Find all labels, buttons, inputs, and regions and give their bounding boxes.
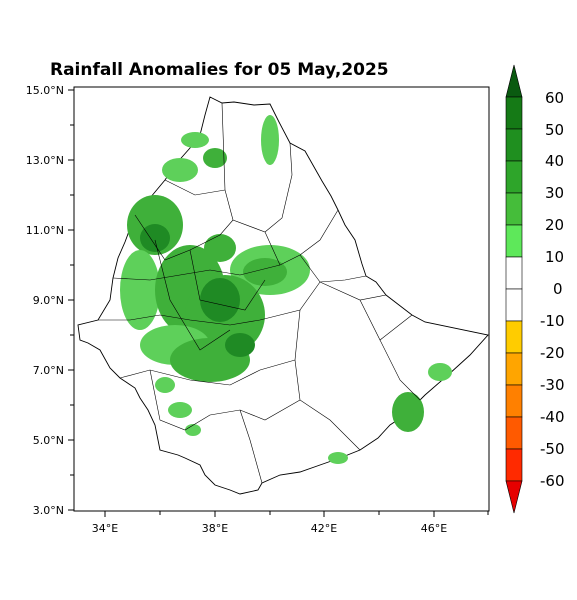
ethiopia-map (77, 96, 489, 495)
y-tick-label: 3.0°N (33, 504, 64, 517)
anomaly-area (225, 333, 255, 357)
colorbar-label: 0 (553, 280, 563, 298)
boundary-line (149, 369, 301, 431)
anomaly-area (120, 250, 160, 330)
colorbar-label: -50 (540, 440, 565, 458)
anomaly-area (168, 402, 192, 418)
y-tick-label: 9.0°N (33, 294, 64, 307)
colorbar-segment (505, 384, 523, 418)
anomaly-area (328, 452, 348, 464)
colorbar-segment (505, 288, 523, 322)
anomaly-area (162, 158, 198, 182)
y-tick-label: 13.0°N (26, 154, 64, 167)
map-title: Rainfall Anomalies for 05 May,2025 (50, 60, 389, 80)
colorbar-label: -20 (540, 344, 565, 362)
boundary-line (119, 359, 296, 386)
anomaly-area (181, 132, 209, 148)
colorbar-segment (505, 192, 523, 226)
colorbar-bottom-arrow (505, 480, 523, 514)
anomaly-area (204, 234, 236, 262)
boundary-line (164, 179, 226, 196)
colorbar-label: 30 (545, 184, 564, 202)
boundary-line (154, 239, 231, 351)
colorbar-label: 20 (545, 216, 564, 234)
colorbar-segment (505, 352, 523, 386)
y-axis (68, 89, 74, 511)
anomaly-area (155, 377, 175, 393)
x-tick-label: 46°E (421, 522, 447, 535)
boundary-line (239, 409, 263, 484)
colorbar-label: 50 (545, 121, 564, 139)
anomaly-area (261, 115, 279, 165)
colorbar-label: -10 (540, 312, 565, 330)
x-tick-label: 42°E (311, 522, 337, 535)
anomaly-area (185, 424, 201, 436)
x-tick-label: 38°E (202, 522, 228, 535)
colorbar-label: -30 (540, 376, 565, 394)
y-tick-label: 11.0°N (26, 224, 64, 237)
colorbar (505, 64, 523, 514)
boundary-line (299, 254, 367, 283)
colorbar-segment (505, 224, 523, 258)
colorbar-label: 10 (545, 248, 564, 266)
colorbar-label: -40 (540, 408, 565, 426)
anomaly-area (200, 278, 240, 322)
anomaly-area (140, 224, 170, 252)
y-tick-label: 5.0°N (33, 434, 64, 447)
anomaly-layer (120, 115, 452, 464)
anomaly-area (203, 148, 227, 168)
y-tick-label: 7.0°N (33, 364, 64, 377)
boundary-line (379, 339, 421, 401)
colorbar-labels: 60 50 40 30 20 10 0 -10 -20 -30 -40 -50 … (540, 89, 565, 490)
anomaly-area (243, 258, 287, 286)
region-boundaries (98, 102, 421, 484)
anomaly-area (428, 363, 452, 381)
colorbar-segment (505, 416, 523, 450)
colorbar-segment (505, 96, 523, 130)
boundary-line (189, 249, 266, 311)
boundary-line (112, 264, 281, 281)
colorbar-top-arrow (505, 64, 523, 98)
colorbar-segment (505, 256, 523, 290)
country-outline (77, 96, 489, 495)
colorbar-segment (505, 448, 523, 482)
x-tick-label: 34°E (92, 522, 118, 535)
colorbar-label: -60 (540, 472, 565, 490)
colorbar-label: 40 (545, 152, 564, 170)
colorbar-segment (505, 128, 523, 162)
y-tick-label: 15.0°N (26, 84, 64, 97)
colorbar-label: 60 (545, 89, 564, 107)
anomaly-area (392, 392, 424, 432)
x-axis (104, 511, 489, 517)
colorbar-segment (505, 160, 523, 194)
boundary-line (98, 281, 321, 326)
colorbar-segment (505, 320, 523, 354)
